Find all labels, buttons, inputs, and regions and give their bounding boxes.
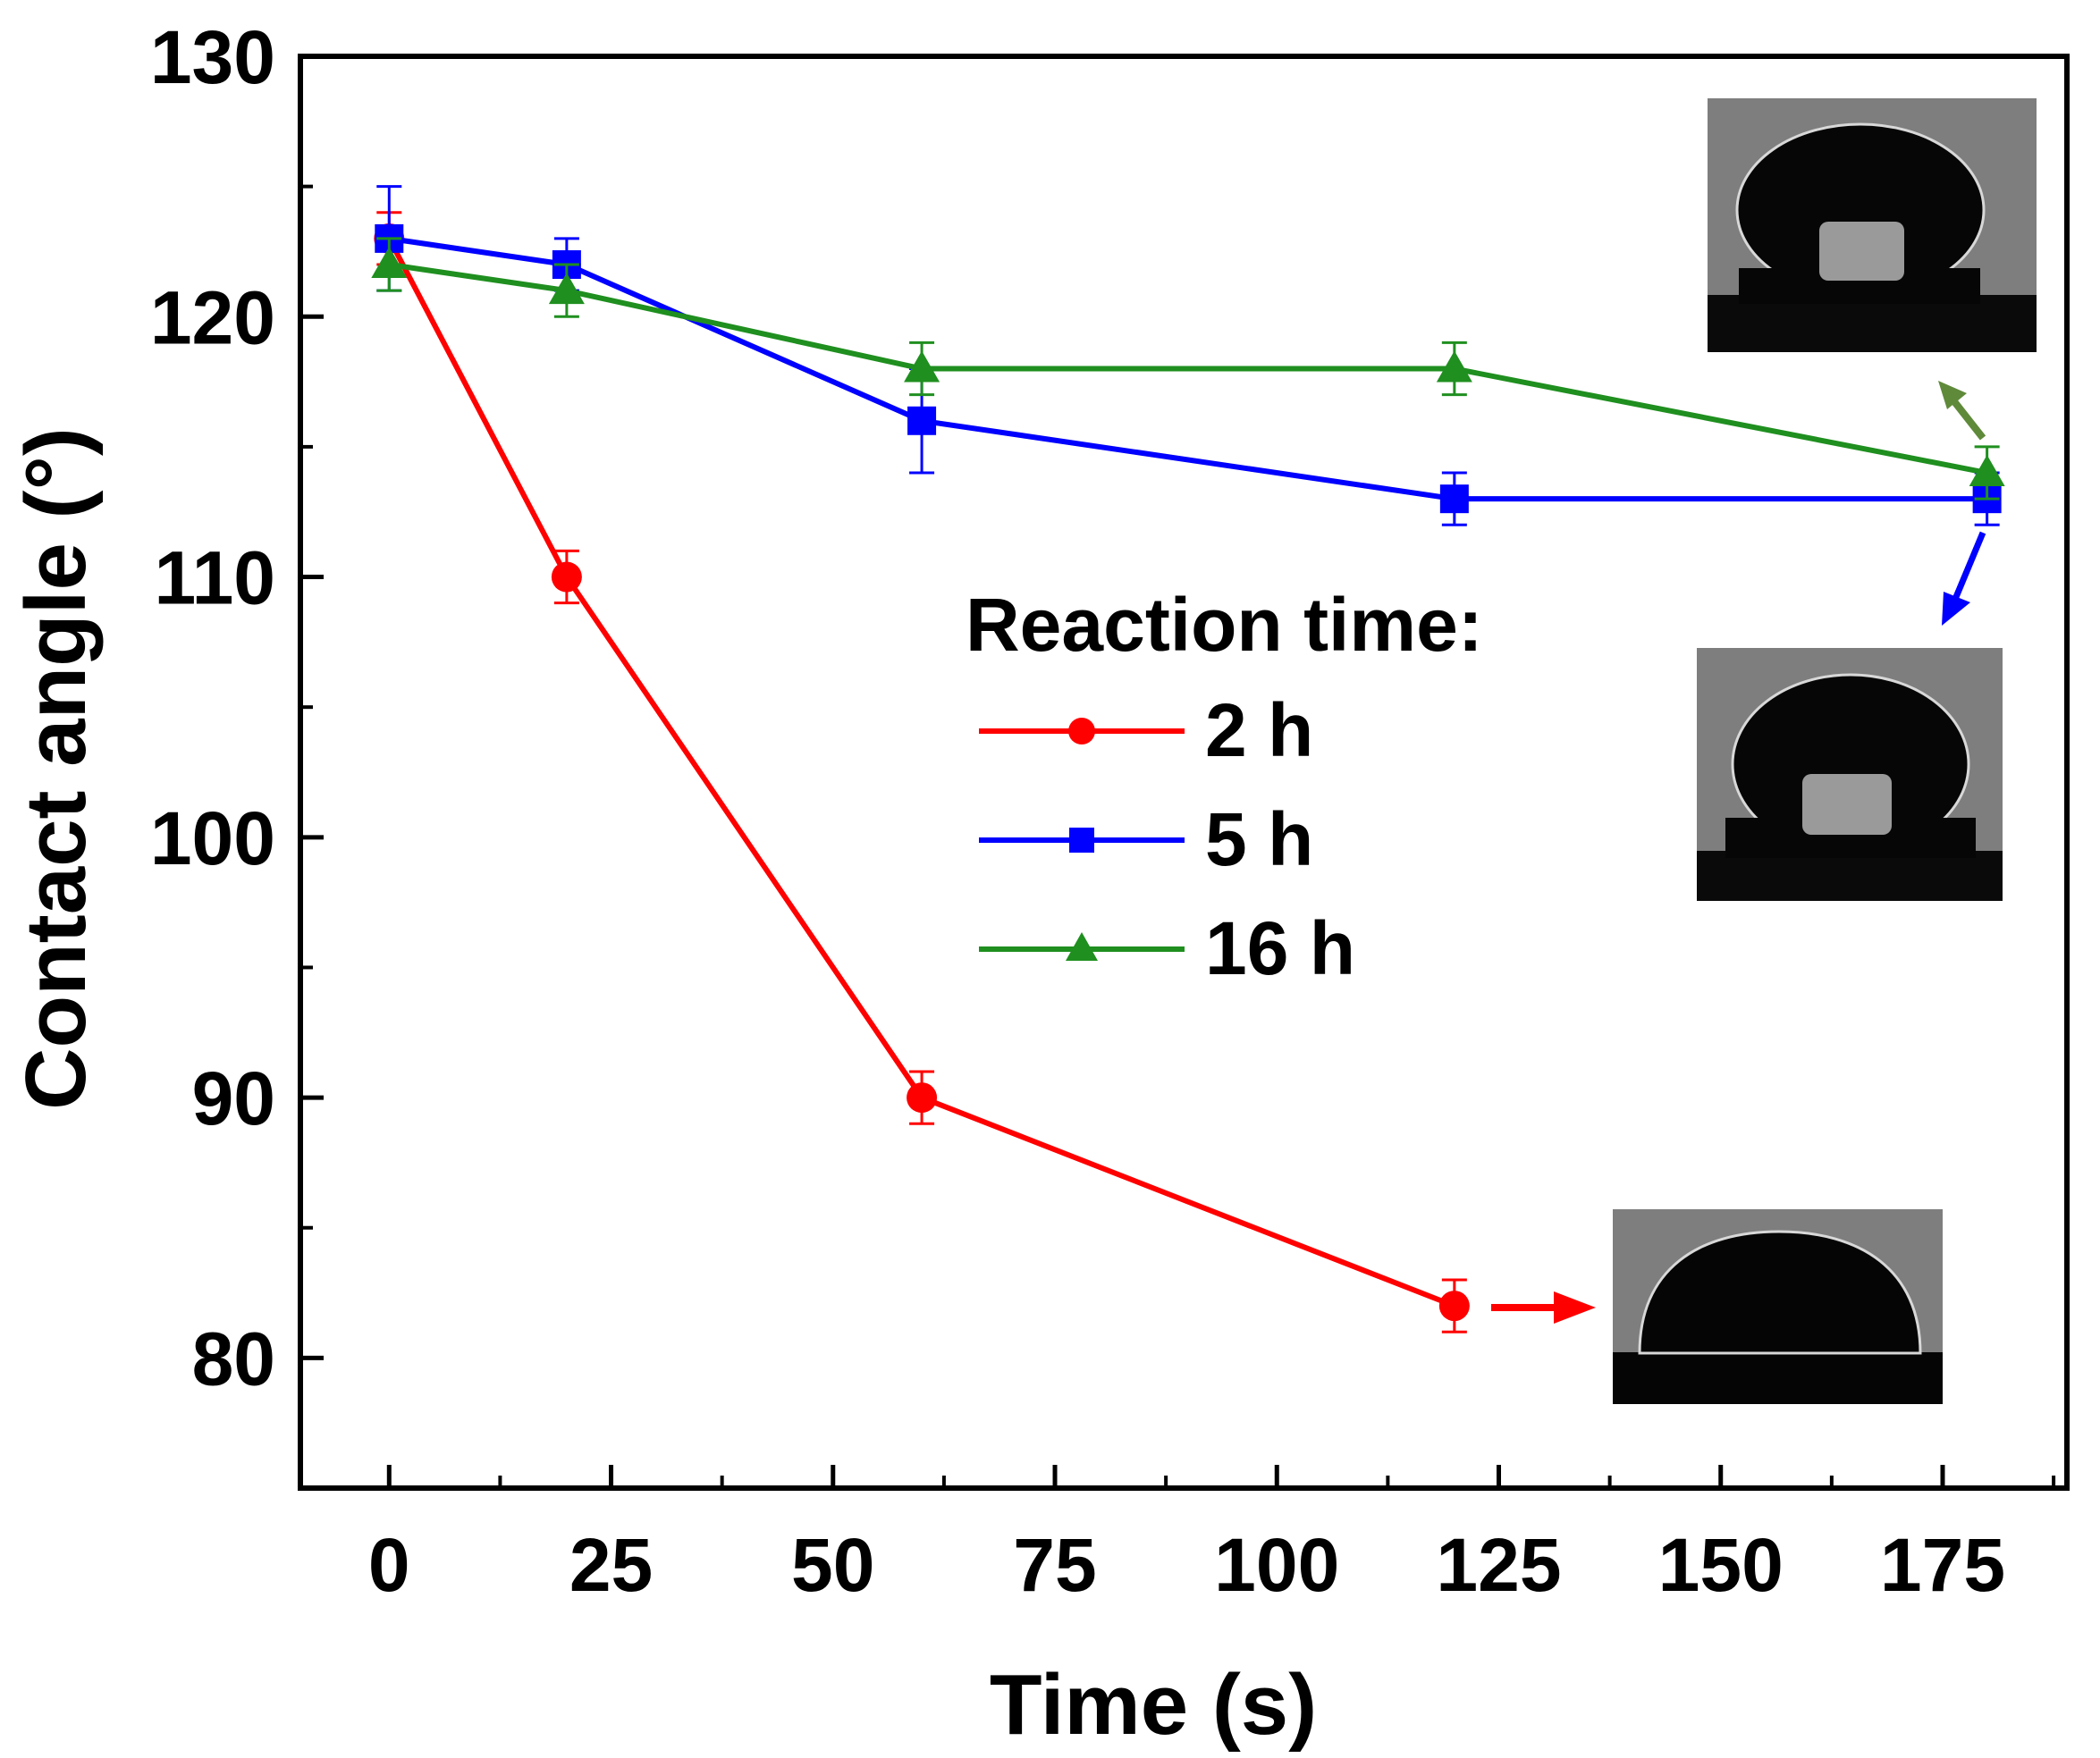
data-point-2h bbox=[551, 561, 582, 593]
legend-entry-16h: 16 h bbox=[979, 906, 1355, 990]
data-point-2h bbox=[1438, 1291, 1470, 1322]
x-tick-label: 100 bbox=[1214, 1523, 1339, 1607]
x-tick-labels: 0 25 50 75 100 125 150 175 bbox=[368, 1523, 2005, 1607]
legend-label-2h: 2 h bbox=[1205, 688, 1313, 772]
legend-label-16h: 16 h bbox=[1205, 906, 1355, 990]
data-point-16h bbox=[371, 247, 408, 279]
data-point-16h bbox=[1436, 350, 1472, 383]
axis-ticks bbox=[300, 54, 2056, 1488]
x-axis-title: Time (s) bbox=[990, 1657, 1317, 1753]
y-axis-title: Contact angle (°) bbox=[8, 427, 104, 1110]
arrow-2h bbox=[1491, 1291, 1596, 1324]
arrow-16h bbox=[1938, 381, 1986, 441]
series-layer bbox=[371, 185, 2005, 1333]
x-tick-label: 175 bbox=[1880, 1523, 2005, 1607]
x-tick-label: 50 bbox=[791, 1523, 874, 1607]
y-tick-label: 80 bbox=[192, 1316, 275, 1401]
legend-marker-16h bbox=[1066, 932, 1098, 961]
x-tick-label: 25 bbox=[569, 1523, 653, 1607]
legend-entry-5h: 5 h bbox=[979, 797, 1313, 881]
y-tick-label: 130 bbox=[150, 15, 275, 99]
y-tick-label: 100 bbox=[150, 796, 275, 880]
x-tick-label: 150 bbox=[1658, 1523, 1784, 1607]
data-point-5h bbox=[907, 406, 937, 435]
data-point-16h bbox=[1969, 455, 2005, 487]
data-point-2h bbox=[907, 1082, 938, 1114]
y-tick-labels: 80 90 100 110 120 130 bbox=[150, 15, 275, 1401]
legend-entry-2h: 2 h bbox=[979, 688, 1313, 772]
legend: Reaction time: 2 h 5 h 16 h bbox=[966, 583, 1483, 990]
plot-frame bbox=[298, 54, 2070, 1491]
x-tick-label: 125 bbox=[1436, 1523, 1561, 1607]
y-tick-label: 90 bbox=[192, 1056, 275, 1140]
y-tick-label: 120 bbox=[150, 275, 275, 359]
y-tick-label: 110 bbox=[154, 536, 275, 620]
legend-marker-2h bbox=[1068, 718, 1095, 744]
series-line-2h bbox=[386, 237, 1455, 1308]
series-16h bbox=[371, 237, 2005, 500]
droplet-inset-5h bbox=[1697, 648, 2003, 901]
arrow-5h bbox=[1942, 531, 1986, 626]
x-tick-label: 75 bbox=[1013, 1523, 1096, 1607]
droplet-inset-16h bbox=[1708, 98, 2037, 352]
legend-marker-5h bbox=[1069, 828, 1094, 853]
legend-label-5h: 5 h bbox=[1205, 797, 1313, 881]
data-point-16h bbox=[904, 350, 940, 383]
data-point-16h bbox=[548, 273, 585, 305]
data-point-5h bbox=[1439, 484, 1469, 514]
legend-title: Reaction time: bbox=[966, 583, 1483, 667]
droplet-inset-2h bbox=[1613, 1209, 1943, 1404]
x-tick-label: 0 bbox=[368, 1523, 410, 1607]
